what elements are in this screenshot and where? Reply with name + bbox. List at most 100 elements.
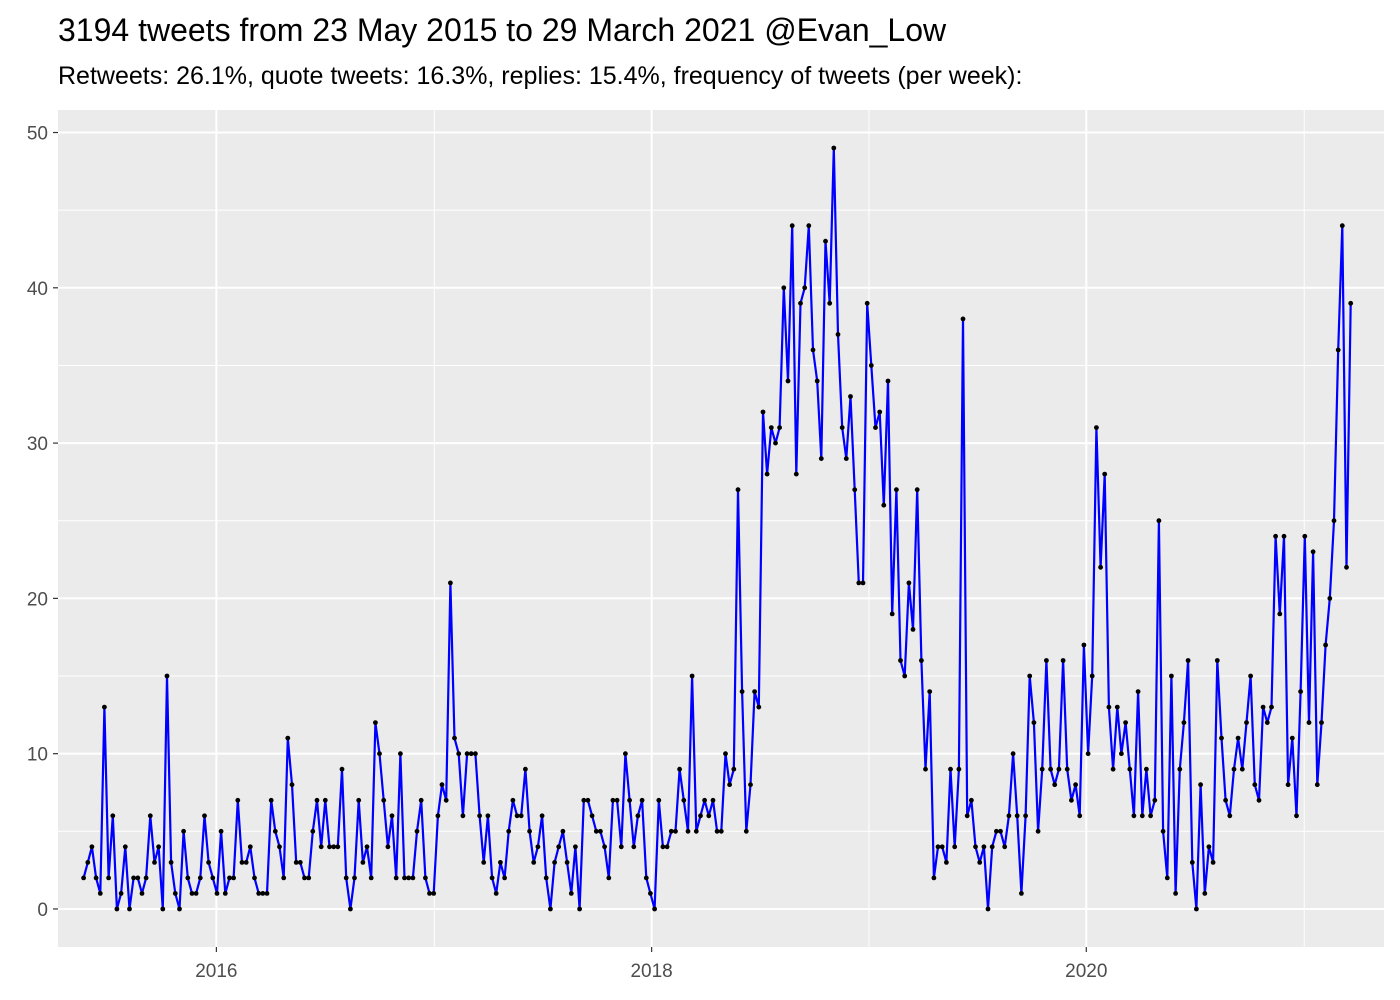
data-point bbox=[1327, 596, 1333, 601]
data-point bbox=[727, 782, 732, 788]
data-point bbox=[127, 906, 132, 912]
data-point bbox=[581, 797, 587, 803]
data-point bbox=[568, 891, 574, 896]
data-point bbox=[322, 797, 328, 803]
data-point bbox=[589, 813, 595, 819]
data-point bbox=[360, 860, 366, 865]
data-point bbox=[1281, 533, 1287, 539]
data-point bbox=[977, 860, 983, 865]
data-point bbox=[1348, 300, 1354, 306]
major-grid bbox=[58, 110, 1384, 947]
y-tick-label: 20 bbox=[27, 589, 48, 610]
data-point bbox=[602, 844, 607, 850]
data-point bbox=[1319, 720, 1324, 725]
data-point bbox=[352, 875, 357, 881]
data-point bbox=[768, 425, 774, 430]
data-point bbox=[122, 844, 128, 850]
data-point bbox=[710, 797, 716, 803]
data-point bbox=[1206, 844, 1212, 850]
data-point bbox=[914, 487, 920, 493]
data-point bbox=[406, 875, 412, 881]
data-point bbox=[1302, 533, 1308, 539]
data-point bbox=[102, 704, 107, 710]
data-point bbox=[1298, 689, 1303, 694]
data-point bbox=[368, 875, 374, 881]
data-point bbox=[823, 238, 828, 244]
data-point bbox=[147, 813, 153, 819]
data-point bbox=[1006, 813, 1012, 819]
data-point bbox=[285, 735, 291, 741]
data-point bbox=[1314, 782, 1320, 788]
data-point bbox=[606, 875, 612, 881]
data-point bbox=[172, 891, 178, 896]
data-point bbox=[506, 828, 512, 834]
data-point bbox=[952, 844, 958, 850]
data-point bbox=[210, 875, 216, 881]
data-point bbox=[1177, 766, 1183, 772]
data-point bbox=[985, 906, 991, 912]
data-point bbox=[681, 797, 687, 803]
data-point bbox=[514, 813, 520, 819]
data-point bbox=[706, 813, 712, 819]
data-point bbox=[935, 844, 941, 850]
data-point bbox=[1052, 782, 1058, 788]
data-point bbox=[777, 425, 782, 430]
data-point bbox=[798, 300, 803, 306]
data-point bbox=[339, 766, 345, 772]
data-point bbox=[214, 891, 220, 896]
data-point bbox=[1239, 766, 1245, 772]
data-point bbox=[1235, 735, 1241, 741]
data-point bbox=[1139, 813, 1145, 819]
data-point bbox=[868, 363, 874, 368]
data-point bbox=[143, 875, 149, 881]
data-point bbox=[894, 487, 899, 493]
data-point bbox=[877, 409, 883, 415]
data-point bbox=[197, 875, 203, 881]
data-point bbox=[531, 860, 537, 865]
data-point bbox=[1039, 766, 1045, 772]
data-point bbox=[948, 766, 953, 772]
data-point bbox=[1189, 860, 1195, 865]
data-point bbox=[756, 704, 762, 710]
data-point bbox=[1248, 673, 1253, 679]
x-tick-label: 2016 bbox=[195, 961, 237, 982]
data-point bbox=[1323, 642, 1328, 648]
data-point bbox=[231, 875, 237, 881]
data-point bbox=[1256, 797, 1262, 803]
data-point bbox=[135, 875, 141, 881]
data-point bbox=[252, 875, 257, 881]
data-point bbox=[639, 797, 645, 803]
data-point bbox=[956, 766, 962, 772]
data-point bbox=[885, 378, 891, 384]
data-point bbox=[739, 689, 745, 694]
data-point bbox=[1227, 813, 1233, 819]
data-point bbox=[414, 828, 420, 834]
data-point bbox=[222, 891, 228, 896]
data-point bbox=[806, 223, 812, 229]
data-point bbox=[618, 844, 624, 850]
data-point bbox=[839, 425, 845, 430]
data-point bbox=[393, 875, 399, 881]
data-point bbox=[452, 735, 457, 741]
data-point bbox=[1194, 906, 1199, 912]
data-point bbox=[156, 844, 162, 850]
data-point bbox=[643, 875, 649, 881]
y-tick-label: 50 bbox=[27, 124, 48, 145]
data-point bbox=[1106, 704, 1112, 710]
data-point bbox=[1023, 813, 1028, 819]
data-point bbox=[502, 875, 507, 881]
data-point bbox=[773, 440, 778, 446]
data-point bbox=[564, 860, 570, 865]
data-point bbox=[443, 797, 449, 803]
data-point bbox=[743, 828, 749, 834]
chart-title: 3194 tweets from 23 May 2015 to 29 March… bbox=[58, 12, 947, 48]
data-point bbox=[793, 471, 799, 477]
data-point bbox=[1214, 658, 1220, 663]
data-point bbox=[314, 797, 320, 803]
data-point bbox=[510, 797, 516, 803]
data-point bbox=[656, 797, 662, 803]
data-point bbox=[919, 658, 924, 663]
data-point bbox=[543, 875, 549, 881]
data-point bbox=[331, 844, 337, 850]
data-point bbox=[418, 797, 424, 803]
